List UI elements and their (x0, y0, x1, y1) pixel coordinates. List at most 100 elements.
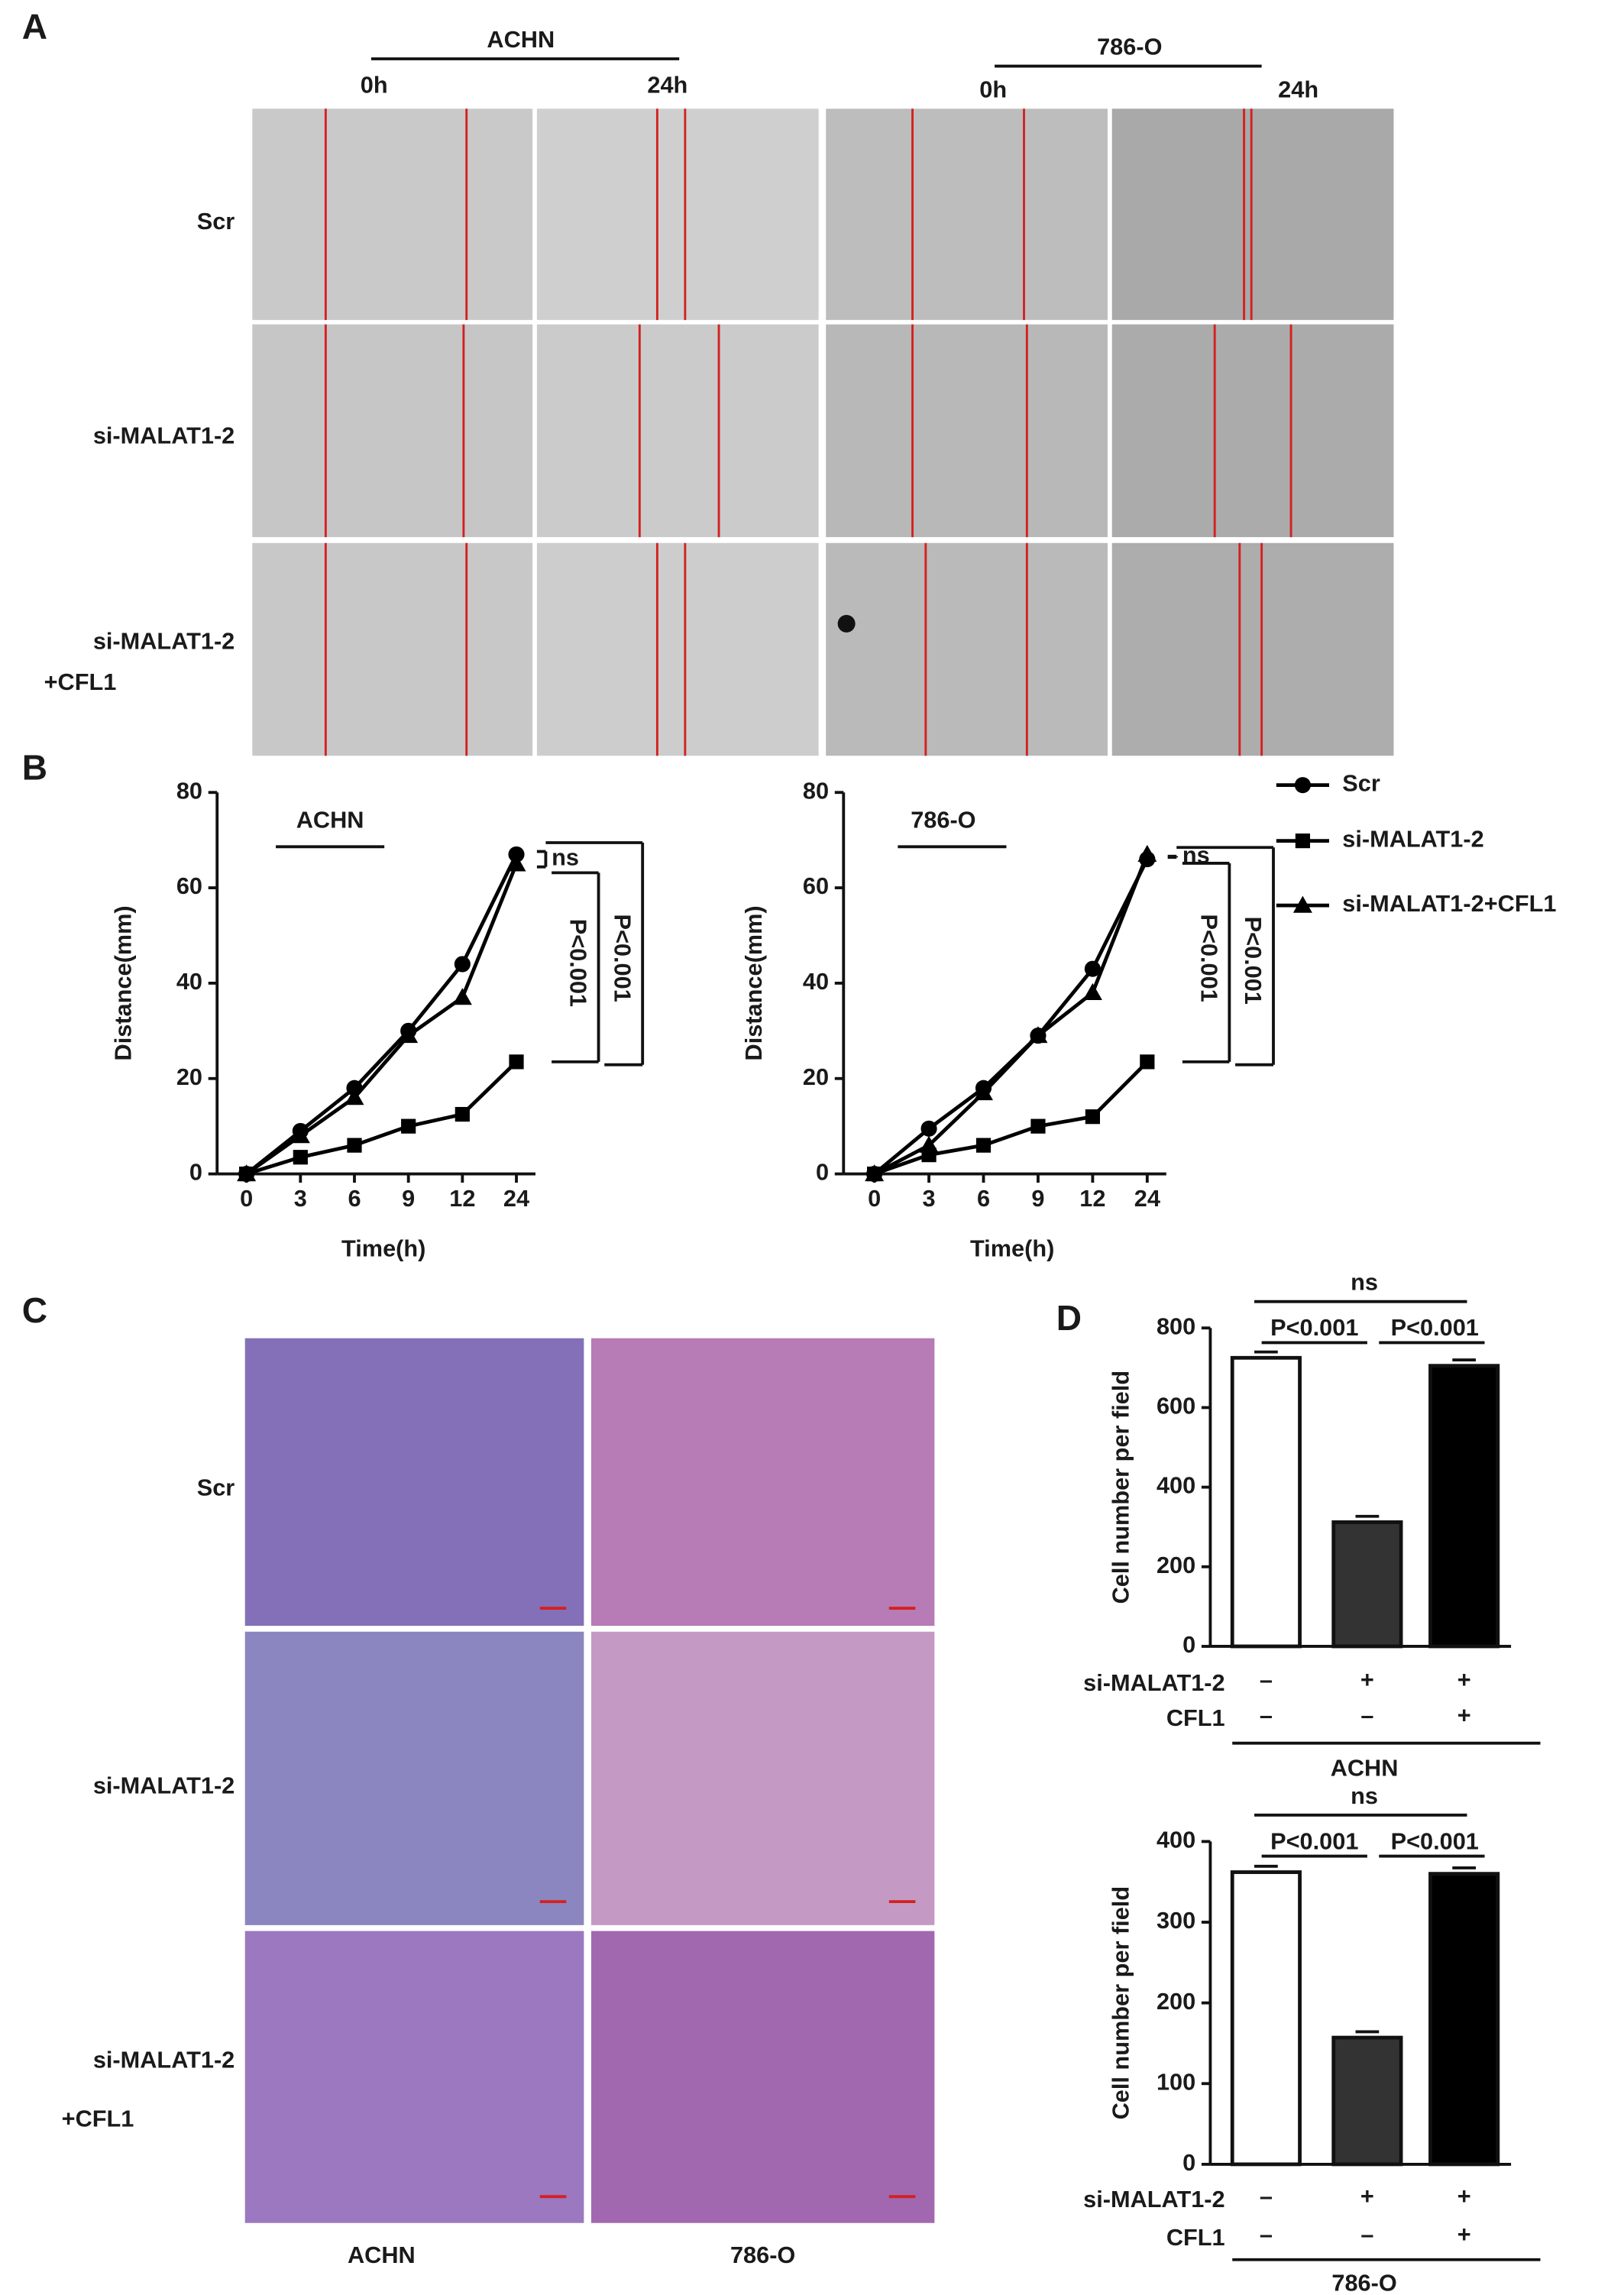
header: ACHN (487, 26, 555, 53)
condition-mark: + (1360, 1666, 1374, 1693)
x-tick-label: 9 (402, 1185, 415, 1212)
condition-mark: – (1260, 2221, 1273, 2248)
y-tick-label: 200 (1157, 1988, 1195, 2015)
marker (1140, 1054, 1155, 1070)
marker (1030, 1118, 1046, 1134)
condition-label: si-MALAT1-2 (1083, 1669, 1224, 1696)
row-label: si-MALAT1-2 (93, 627, 235, 654)
marker (919, 1135, 939, 1153)
x-tick-label: 0 (240, 1185, 253, 1212)
wound-images (252, 108, 1394, 756)
annotation: ns (1351, 1269, 1378, 1296)
y-tick-label: 40 (176, 968, 202, 995)
time-label: 24h (647, 72, 687, 99)
annotation: P<0.001 (1391, 1314, 1479, 1341)
annotation: P<0.001 (1270, 1314, 1358, 1341)
y-tick-label: 60 (803, 872, 829, 899)
y-axis-title: Cell number per field (1107, 1886, 1134, 2120)
marker (506, 854, 526, 872)
condition-mark: – (1260, 1701, 1273, 1728)
marker (347, 1138, 362, 1153)
annotation: ns (552, 844, 579, 871)
marker (455, 1106, 470, 1122)
x-axis-title: Time(h) (970, 1235, 1054, 1262)
y-tick-label: 600 (1157, 1393, 1195, 1419)
y-tick-label: 200 (1157, 1552, 1195, 1578)
series-line (873, 1060, 1149, 1176)
bar (1230, 1355, 1302, 1649)
condition-mark: + (1457, 1666, 1471, 1693)
marker (1084, 960, 1101, 977)
y-tick-label: 0 (189, 1159, 202, 1186)
row-label: Scr (197, 208, 235, 235)
row-label: Scr (197, 1474, 235, 1501)
time-label: 0h (361, 72, 388, 99)
row-label: +CFL1 (44, 668, 117, 695)
x-tick-label: 0 (868, 1185, 881, 1212)
marker (1085, 1109, 1100, 1125)
condition-mark: – (1360, 1701, 1373, 1728)
marker (399, 1026, 419, 1044)
panel-label: B (22, 748, 47, 788)
annotation: P<0.001 (1270, 1827, 1358, 1854)
legend-label: Scr (1342, 770, 1380, 797)
x-tick-label: 12 (1079, 1185, 1105, 1212)
y-tick-label: 80 (176, 777, 202, 804)
condition-mark: + (1457, 1701, 1471, 1728)
series-line (873, 858, 1149, 1176)
condition-mark: – (1260, 2183, 1273, 2209)
row-label: si-MALAT1-2 (93, 422, 235, 449)
x-tick-label: 3 (923, 1185, 936, 1212)
legend-marker (1292, 895, 1312, 913)
x-tick-label: 6 (977, 1185, 990, 1212)
y-axis-title: Distance(mm) (109, 905, 136, 1060)
chart-title: ACHN (1331, 1754, 1399, 1781)
legend-label: si-MALAT1-2 (1342, 826, 1483, 853)
row-label: si-MALAT1-2 (93, 1772, 235, 1798)
bar (1428, 1364, 1500, 1649)
bar (1331, 1520, 1403, 1649)
y-tick-label: 0 (1182, 1631, 1195, 1658)
annotation: P<0.001 (609, 914, 636, 1002)
y-tick-label: 40 (803, 968, 829, 995)
annotation: ns (1351, 1782, 1378, 1809)
x-tick-label: 9 (1031, 1185, 1044, 1212)
time-label: 0h (979, 76, 1007, 102)
legend-marker (1294, 777, 1311, 794)
marker (293, 1150, 308, 1165)
x-tick-label: 24 (503, 1185, 529, 1212)
marker (345, 1088, 364, 1105)
panel-label: A (22, 7, 47, 47)
marker (509, 1054, 524, 1070)
condition-label: si-MALAT1-2 (1083, 2186, 1224, 2212)
annotation: P<0.001 (1391, 1827, 1479, 1854)
marker (974, 1083, 993, 1101)
series-line (245, 863, 519, 1176)
column-label: ACHN (348, 2242, 416, 2268)
y-tick-label: 100 (1157, 2068, 1195, 2095)
y-tick-label: 800 (1157, 1313, 1195, 1339)
condition-label: CFL1 (1166, 2224, 1225, 2251)
y-tick-label: 0 (1182, 2149, 1195, 2176)
marker (290, 1126, 310, 1144)
marker (1082, 982, 1102, 1000)
annotation: P<0.001 (1240, 917, 1267, 1005)
y-tick-label: 400 (1157, 1472, 1195, 1499)
marker (975, 1138, 992, 1153)
y-axis-title: Distance(mm) (740, 905, 767, 1060)
marker (865, 1164, 885, 1182)
marker (920, 1120, 937, 1137)
legend-marker (1295, 834, 1311, 849)
y-axis-title: Cell number per field (1107, 1371, 1134, 1604)
row-label: si-MALAT1-2 (93, 2047, 235, 2073)
marker (401, 1118, 416, 1134)
chart-title: 786-O (1331, 2270, 1396, 2295)
y-tick-label: 20 (176, 1063, 202, 1090)
column-label: 786-O (730, 2242, 795, 2268)
chart-title: ACHN (296, 807, 364, 834)
y-tick-label: 400 (1157, 1827, 1195, 1853)
condition-mark: – (1260, 1666, 1273, 1693)
y-tick-label: 80 (803, 777, 829, 804)
marker (452, 988, 472, 1005)
